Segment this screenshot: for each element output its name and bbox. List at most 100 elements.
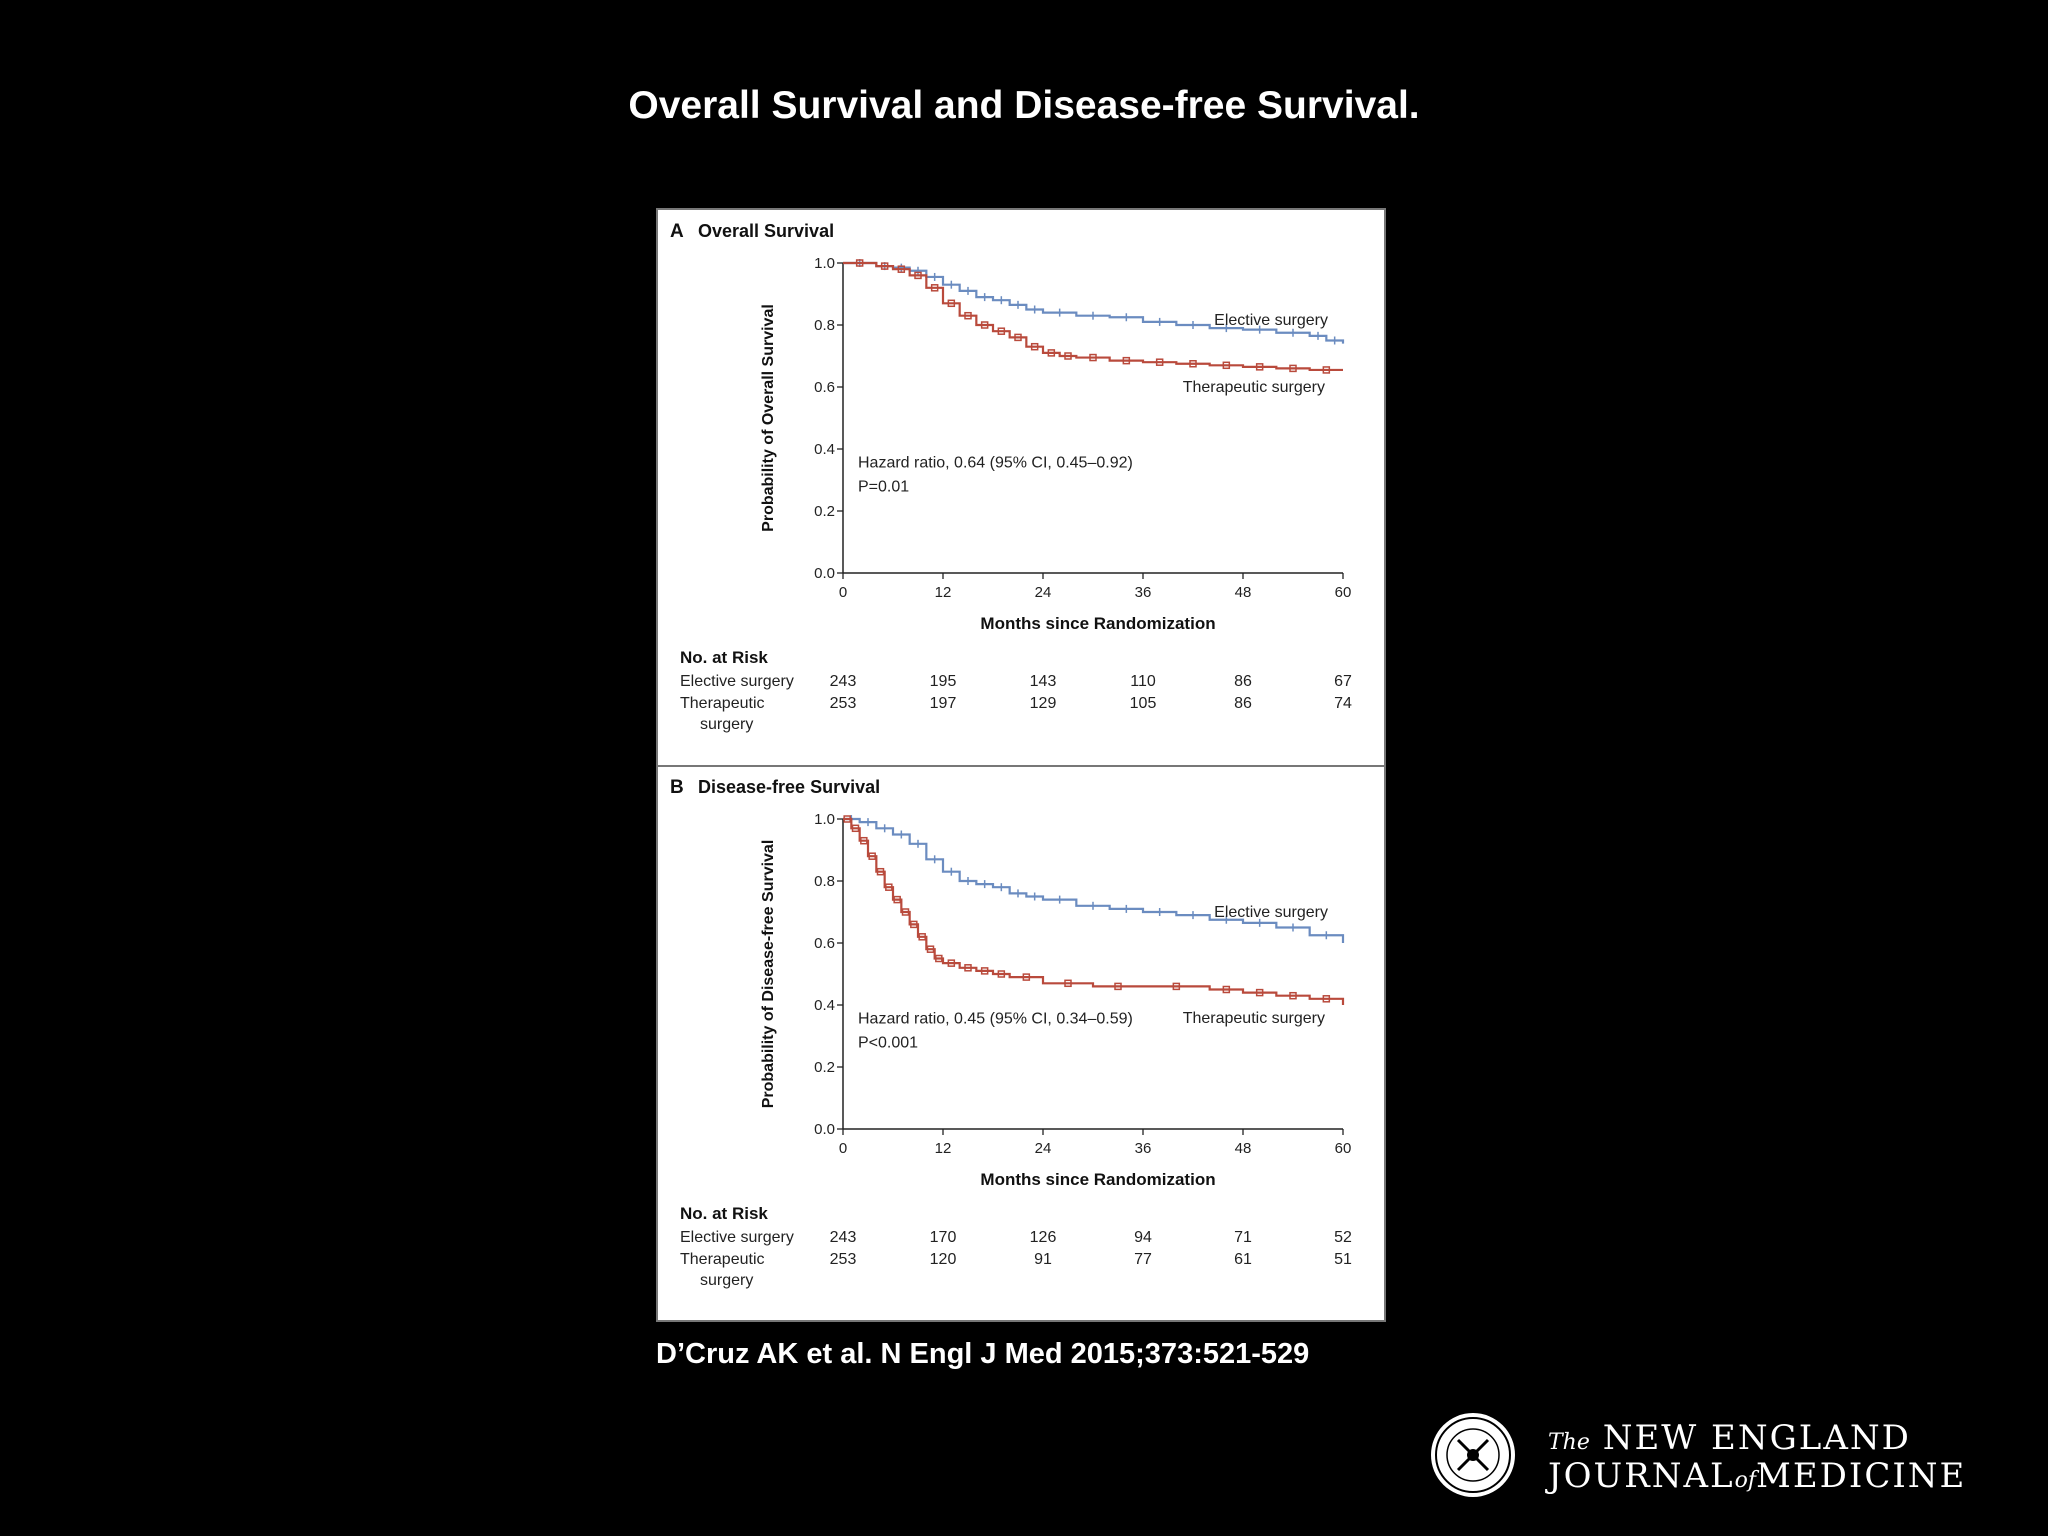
panel-b-therapeutic-censor-mark	[980, 967, 989, 975]
panel-a-therapeutic-censor-mark	[947, 299, 956, 308]
panel-a-letter: A	[670, 221, 684, 242]
survival-figure: A Overall Survival 0.0 0.2 0.4 0.6 0.8 1.0 0 12 24…	[658, 221, 1384, 1289]
panel-b-risk-header: No. at Risk	[680, 1204, 768, 1223]
panel-b-y-tick-label: 0.2	[814, 1059, 835, 1076]
panel-a-therapeutic-censor-mark	[1064, 352, 1072, 360]
panel-a-y-tick-label: 1.0	[814, 255, 835, 272]
nejm-seal-icon	[1431, 1413, 1515, 1497]
panel-a-therapeutic-censor-mark	[1289, 364, 1297, 373]
panel-b-x-tick-label: 60	[1335, 1140, 1352, 1157]
panel-b-x-tick-label: 0	[839, 1140, 847, 1157]
panel-a-y-tick-label: 0.8	[814, 317, 835, 334]
panel-a-risk-value: 243	[830, 673, 857, 690]
panel-b-therapeutic-censor-mark	[876, 867, 885, 876]
panel-a-therapeutic-censor-mark	[914, 271, 922, 280]
panel-a-x-tick-label: 0	[839, 584, 847, 601]
panel-a-x-tick-label: 24	[1035, 584, 1052, 601]
panel-a-therapeutic-censor-mark	[1222, 361, 1231, 370]
panel-a-therapeutic-censor-mark	[1089, 353, 1097, 362]
panel-b-risk-value: 52	[1334, 1229, 1352, 1246]
panel-a-therapeutic-censor-mark	[1322, 366, 1331, 374]
panel-b-therapeutic-censor-mark	[1172, 982, 1181, 991]
panel-a-therapeutic-censor-mark	[1122, 356, 1131, 365]
panel-b-risk-value: 51	[1334, 1251, 1352, 1268]
panel-b-therapeutic-censor-mark	[997, 970, 1006, 978]
panel-b-risk-row-label: Elective surgery	[680, 1229, 794, 1246]
panel-b-risk-value: 77	[1134, 1251, 1152, 1268]
panel-b-therapeutic-censor-mark	[1064, 979, 1072, 988]
panel-a-x-axis-label: Months since Randomization	[980, 614, 1215, 633]
panel-a-therapeutic-label: Therapeutic surgery	[1183, 379, 1325, 396]
panel-b-x-tick-label: 24	[1035, 1140, 1052, 1157]
panel-b-therapeutic-censor-mark	[1114, 982, 1122, 991]
figure-panel: A Overall Survival 0.0 0.2 0.4 0.6 0.8 1.0 0 12 24…	[656, 208, 1386, 1322]
panel-a-therapeutic-censor-mark	[1047, 349, 1056, 357]
panel-b-therapeutic-censor-mark	[926, 945, 935, 953]
panel-b-elective-curve	[843, 817, 1345, 943]
panel-a-y-tick-label: 0.4	[814, 441, 835, 458]
panel-b-therapeutic-censor-mark	[1322, 995, 1331, 1003]
panel-b-x-tick-label: 48	[1235, 1140, 1252, 1157]
panel-a-therapeutic-censor-mark	[1189, 360, 1197, 368]
panel-a-risk-value: 67	[1334, 673, 1352, 690]
panel-a-risk-row-label: surgery	[700, 716, 753, 733]
panel-b-therapeutic-censor-mark	[851, 824, 860, 833]
panel-a-x-tick-label: 36	[1135, 584, 1152, 601]
panel-b-therapeutic-curve	[843, 817, 1345, 1005]
panel-b-elective-label: Elective surgery	[1214, 904, 1328, 921]
panel-a-x-tick-label: 12	[935, 584, 952, 601]
panel-a-risk-value: 86	[1234, 695, 1252, 712]
panel-a-therapeutic-censor-mark	[1014, 333, 1022, 342]
slide-title: Overall Survival and Disease-free Surviv…	[628, 84, 1420, 127]
panel-b-y-tick-label: 1.0	[814, 811, 835, 828]
panel-a-risk-value: 105	[1130, 695, 1157, 712]
panel-b-risk-value: 94	[1134, 1229, 1152, 1246]
panel-a-therapeutic-censor-mark	[880, 262, 889, 270]
panel-b-therapeutic-censor-mark	[843, 815, 851, 823]
panel-b-therapeutic-censor-mark	[893, 895, 901, 904]
panel-a-therapeutic-censor-mark	[1155, 358, 1164, 366]
panel-a-therapeutic-censor-mark	[997, 327, 1006, 335]
panel-a-risk-value: 195	[930, 673, 957, 690]
panel-a-therapeutic-censor-mark	[980, 321, 989, 329]
panel-a-risk-value: 253	[830, 695, 857, 712]
panel-b-therapeutic-censor-mark	[1255, 988, 1264, 997]
panel-b-therapeutic-censor-mark	[868, 852, 876, 860]
panel-b-therapeutic-censor-mark	[860, 836, 868, 845]
nejm-wordmark-line1: The NEW ENGLAND	[1548, 1418, 1911, 1458]
panel-a-y-tick-label: 0.6	[814, 379, 835, 396]
panel-a-therapeutic-curve	[843, 261, 1343, 372]
panel-a-risk-value: 129	[1030, 695, 1057, 712]
panel-a-hazard-ratio: Hazard ratio, 0.64 (95% CI, 0.45–0.92)	[858, 455, 1133, 472]
panel-a-p-value: P=0.01	[858, 479, 909, 496]
panel-b-risk-value: 71	[1234, 1229, 1252, 1246]
panel-a-therapeutic-censor-mark	[1030, 342, 1039, 351]
panel-a-therapeutic-censor-mark	[897, 265, 906, 273]
panel-a-therapeutic-censor-mark	[1255, 363, 1264, 371]
panel-a-risk-value: 143	[1030, 673, 1057, 690]
panel-b-y-tick-label: 0.8	[814, 873, 835, 890]
panel-b-therapeutic-label: Therapeutic surgery	[1183, 1010, 1325, 1027]
panel-b-title: Disease-free Survival	[698, 777, 880, 797]
panel-a-risk-value: 110	[1130, 673, 1156, 690]
panel-a-x-tick-label: 48	[1235, 584, 1252, 601]
panel-b-risk-value: 126	[1030, 1229, 1057, 1246]
panel-a-risk-value: 197	[930, 695, 957, 712]
panel-b-letter: B	[670, 777, 684, 798]
panel-a-risk-header: No. at Risk	[680, 648, 768, 667]
panel-b-therapeutic-censor-mark	[935, 954, 943, 963]
panel-b-risk-value: 61	[1234, 1251, 1252, 1268]
panel-b-risk-value: 243	[830, 1229, 857, 1246]
panel-b-therapeutic-censor-mark	[901, 908, 910, 916]
panel-b-risk-value: 253	[830, 1251, 857, 1268]
panel-a-x-tick-label: 60	[1335, 584, 1352, 601]
panel-a-risk-value: 86	[1234, 673, 1252, 690]
panel-b-hazard-ratio: Hazard ratio, 0.45 (95% CI, 0.34–0.59)	[858, 1011, 1133, 1028]
panel-b-y-axis-label: Probability of Disease-free Survival	[760, 840, 777, 1109]
panel-b-therapeutic-censor-mark	[964, 964, 972, 972]
panel-a-therapeutic-censor-mark	[855, 259, 864, 267]
panel-b-risk-row-label: Therapeutic	[680, 1251, 765, 1268]
panel-a-y-axis-label: Probability of Overall Survival	[760, 304, 777, 532]
panel-a-elective-curve	[843, 261, 1345, 344]
panel-b-risk-value: 120	[930, 1251, 957, 1268]
